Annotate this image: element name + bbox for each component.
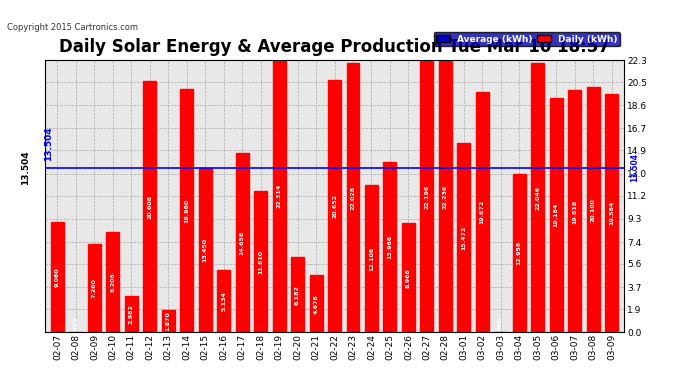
Bar xyxy=(513,174,526,332)
Text: 0.000: 0.000 xyxy=(73,316,79,336)
Bar xyxy=(531,63,544,332)
Text: 19.672: 19.672 xyxy=(480,200,485,224)
Bar xyxy=(328,80,341,332)
Text: 8.206: 8.206 xyxy=(110,272,115,292)
Legend: Average (kWh), Daily (kWh): Average (kWh), Daily (kWh) xyxy=(433,32,620,46)
Text: 12.958: 12.958 xyxy=(517,241,522,266)
Text: 13.504: 13.504 xyxy=(21,150,30,185)
Text: 13.504: 13.504 xyxy=(45,127,54,161)
Bar xyxy=(457,144,471,332)
Bar xyxy=(605,93,618,332)
Text: 1.870: 1.870 xyxy=(166,311,171,331)
Text: 22.236: 22.236 xyxy=(443,184,448,209)
Text: 22.028: 22.028 xyxy=(351,186,355,210)
Text: Copyright 2015 Cartronics.com: Copyright 2015 Cartronics.com xyxy=(7,22,138,32)
Bar xyxy=(439,61,452,332)
Text: 12.106: 12.106 xyxy=(369,246,374,270)
Text: 13.450: 13.450 xyxy=(203,238,208,262)
Bar xyxy=(384,162,396,332)
Text: 20.100: 20.100 xyxy=(591,198,595,222)
Bar xyxy=(106,232,119,332)
Text: 19.960: 19.960 xyxy=(184,198,189,223)
Bar xyxy=(291,257,304,332)
Bar xyxy=(162,309,175,332)
Bar xyxy=(550,98,562,332)
Text: 9.060: 9.060 xyxy=(55,267,60,287)
Text: 5.134: 5.134 xyxy=(221,291,226,311)
Bar xyxy=(236,153,248,332)
Bar xyxy=(586,87,600,332)
Text: 7.260: 7.260 xyxy=(92,278,97,298)
Bar xyxy=(476,92,489,332)
Bar xyxy=(199,168,212,332)
Text: 20.608: 20.608 xyxy=(147,195,152,219)
Text: 19.184: 19.184 xyxy=(553,203,559,227)
Text: 22.196: 22.196 xyxy=(424,185,429,209)
Text: 15.472: 15.472 xyxy=(462,226,466,250)
Text: 4.676: 4.676 xyxy=(313,294,319,314)
Text: 19.818: 19.818 xyxy=(572,199,577,223)
Bar xyxy=(310,275,322,332)
Text: 22.314: 22.314 xyxy=(277,184,282,208)
Text: 0.000: 0.000 xyxy=(498,316,503,336)
Title: Daily Solar Energy & Average Production Tue Mar 10 18:57: Daily Solar Energy & Average Production … xyxy=(59,38,610,56)
Text: 14.658: 14.658 xyxy=(239,231,245,255)
Bar xyxy=(365,184,378,332)
Text: 22.046: 22.046 xyxy=(535,186,540,210)
Bar xyxy=(88,244,101,332)
Bar xyxy=(125,296,138,332)
Bar xyxy=(346,63,359,332)
Bar xyxy=(180,89,193,332)
Bar xyxy=(254,190,267,332)
Text: 2.982: 2.982 xyxy=(129,304,134,324)
Bar xyxy=(420,62,433,332)
Text: 20.652: 20.652 xyxy=(332,194,337,218)
Text: 6.182: 6.182 xyxy=(295,285,300,304)
Text: 13.966: 13.966 xyxy=(387,235,393,259)
Bar xyxy=(402,223,415,332)
Bar xyxy=(51,222,64,332)
Bar xyxy=(273,60,286,332)
Bar xyxy=(144,81,156,332)
Bar xyxy=(568,90,581,332)
Text: 13.504: 13.504 xyxy=(630,153,640,182)
Text: 19.564: 19.564 xyxy=(609,201,614,225)
Bar xyxy=(217,270,230,332)
Text: 11.610: 11.610 xyxy=(258,249,263,273)
Text: 8.968: 8.968 xyxy=(406,268,411,288)
